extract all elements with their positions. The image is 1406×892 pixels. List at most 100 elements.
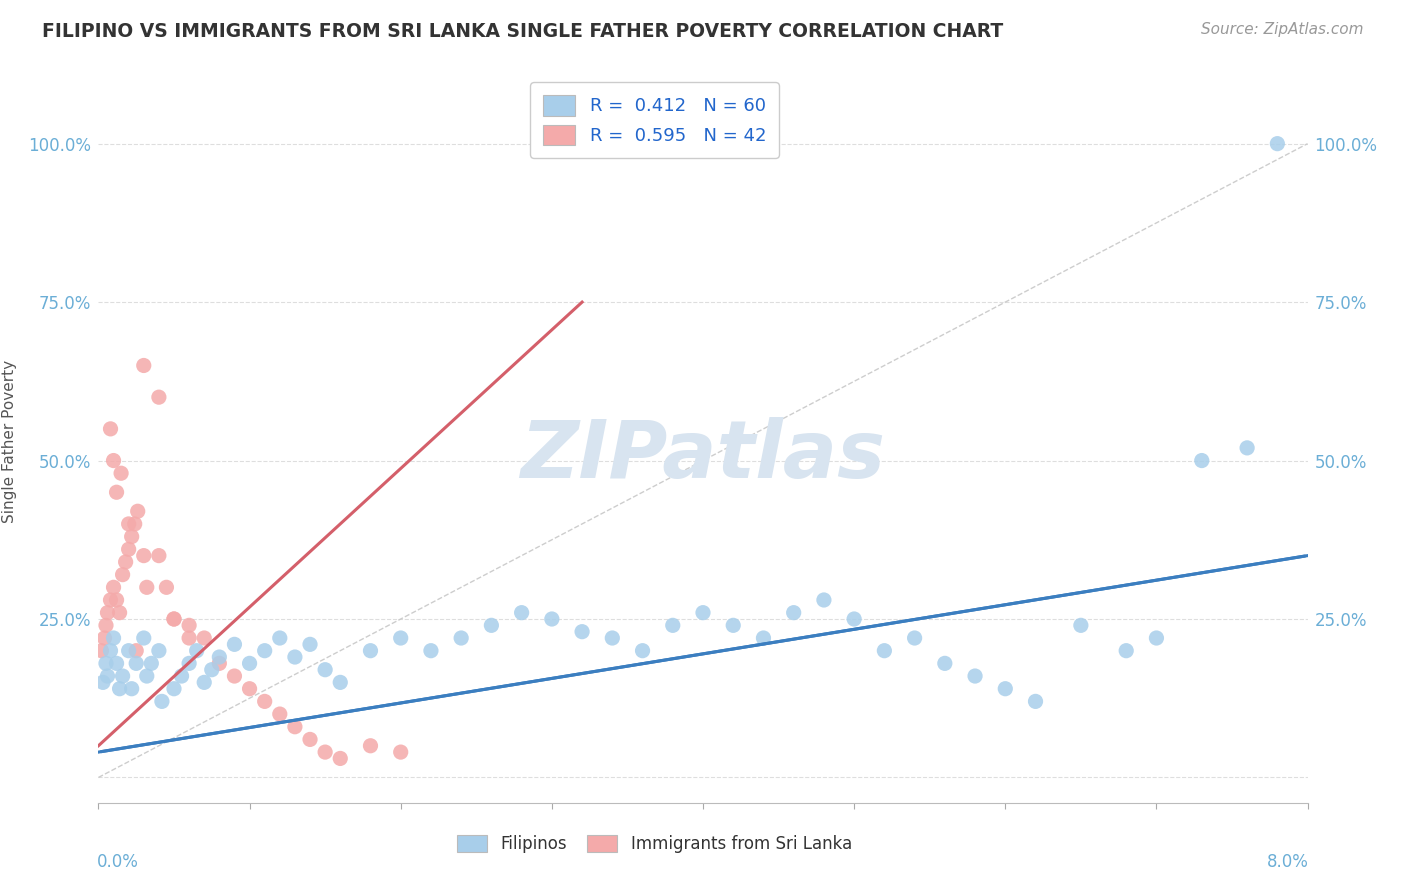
Text: FILIPINO VS IMMIGRANTS FROM SRI LANKA SINGLE FATHER POVERTY CORRELATION CHART: FILIPINO VS IMMIGRANTS FROM SRI LANKA SI… — [42, 22, 1004, 41]
Legend: Filipinos, Immigrants from Sri Lanka: Filipinos, Immigrants from Sri Lanka — [451, 828, 859, 860]
Point — [111, 567, 134, 582]
Point — [132, 359, 155, 373]
Point — [100, 422, 122, 436]
Point — [631, 643, 654, 657]
Point — [299, 732, 322, 747]
Point — [108, 681, 131, 696]
Point — [1146, 631, 1168, 645]
Point — [201, 663, 224, 677]
Point — [155, 580, 177, 594]
Point — [179, 631, 201, 645]
Point — [904, 631, 927, 645]
Text: ZIPatlas: ZIPatlas — [520, 417, 886, 495]
Point — [148, 549, 170, 563]
Text: 0.0%: 0.0% — [97, 854, 139, 871]
Point — [540, 612, 562, 626]
Point — [284, 720, 307, 734]
Point — [1236, 441, 1258, 455]
Point — [934, 657, 956, 671]
Point — [111, 669, 134, 683]
Text: Source: ZipAtlas.com: Source: ZipAtlas.com — [1201, 22, 1364, 37]
Point — [723, 618, 745, 632]
Point — [163, 612, 186, 626]
Point — [179, 618, 201, 632]
Point — [329, 751, 352, 765]
Point — [179, 657, 201, 671]
Point — [121, 681, 143, 696]
Text: 8.0%: 8.0% — [1267, 854, 1309, 871]
Point — [389, 631, 412, 645]
Point — [284, 650, 307, 665]
Point — [135, 669, 157, 683]
Point — [253, 694, 276, 708]
Point — [360, 739, 382, 753]
Point — [90, 643, 112, 657]
Point — [170, 669, 193, 683]
Point — [100, 593, 122, 607]
Point — [103, 453, 125, 467]
Point — [360, 643, 382, 657]
Point — [253, 643, 276, 657]
Point — [163, 681, 186, 696]
Point — [186, 643, 208, 657]
Point — [420, 643, 443, 657]
Point — [94, 618, 117, 632]
Point — [329, 675, 352, 690]
Point — [114, 555, 136, 569]
Point — [135, 580, 157, 594]
Point — [1267, 136, 1289, 151]
Point — [103, 631, 125, 645]
Point — [141, 657, 163, 671]
Point — [692, 606, 714, 620]
Point — [224, 669, 246, 683]
Point — [110, 467, 132, 481]
Point — [783, 606, 806, 620]
Point — [450, 631, 472, 645]
Point — [91, 675, 114, 690]
Point — [121, 530, 143, 544]
Point — [269, 631, 291, 645]
Point — [602, 631, 624, 645]
Point — [481, 618, 503, 632]
Point — [125, 643, 148, 657]
Point — [148, 643, 170, 657]
Point — [269, 707, 291, 722]
Point — [661, 618, 683, 632]
Point — [239, 681, 262, 696]
Point — [132, 549, 155, 563]
Point — [105, 485, 128, 500]
Point — [163, 612, 186, 626]
Point — [873, 643, 896, 657]
Point — [127, 504, 149, 518]
Point — [96, 606, 118, 620]
Point — [108, 606, 131, 620]
Point — [994, 681, 1017, 696]
Point — [752, 631, 775, 645]
Point — [1070, 618, 1092, 632]
Point — [314, 663, 336, 677]
Point — [208, 657, 231, 671]
Point — [148, 390, 170, 404]
Point — [105, 657, 128, 671]
Point — [132, 631, 155, 645]
Point — [150, 694, 173, 708]
Point — [1115, 643, 1137, 657]
Point — [510, 606, 533, 620]
Point — [1025, 694, 1047, 708]
Point — [571, 624, 593, 639]
Point — [100, 643, 122, 657]
Point — [118, 643, 141, 657]
Point — [389, 745, 412, 759]
Point — [124, 516, 146, 531]
Point — [965, 669, 987, 683]
Point — [103, 580, 125, 594]
Point — [125, 657, 148, 671]
Point — [96, 669, 118, 683]
Point — [844, 612, 866, 626]
Y-axis label: Single Father Poverty: Single Father Poverty — [3, 360, 17, 523]
Point — [93, 631, 115, 645]
Point — [813, 593, 835, 607]
Point — [118, 542, 141, 557]
Point — [105, 593, 128, 607]
Point — [208, 650, 231, 665]
